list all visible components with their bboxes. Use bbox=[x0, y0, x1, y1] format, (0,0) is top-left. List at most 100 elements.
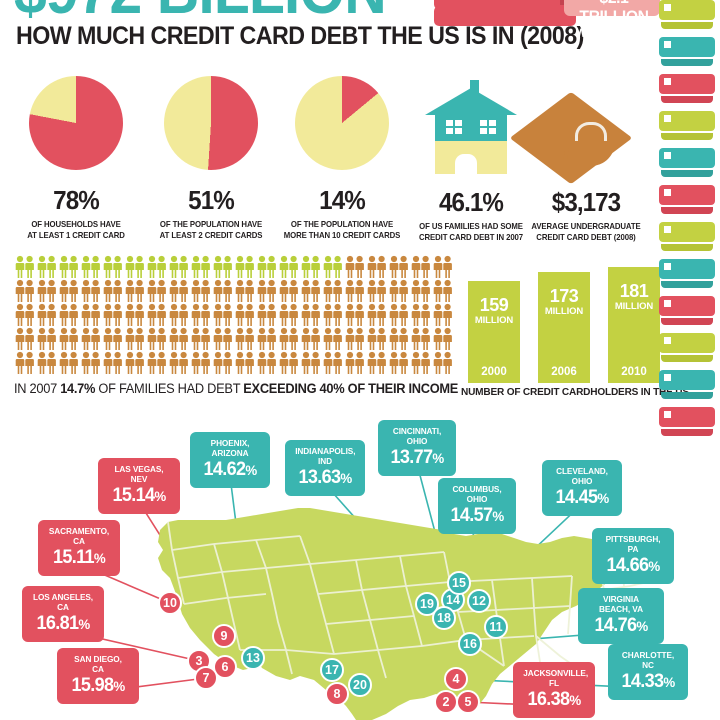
pictogram-person-pair bbox=[14, 279, 36, 303]
stat-undergrad-debt: $3,173 AVERAGE UNDERGRADUATE CREDIT CARD… bbox=[509, 72, 652, 243]
bar-value: 159 bbox=[479, 295, 509, 315]
map-pin-20[interactable]: 20 bbox=[348, 673, 372, 697]
map-pin-7[interactable]: 7 bbox=[194, 666, 218, 690]
credit-card-icon bbox=[659, 296, 715, 325]
map-label-6[interactable]: PITTSBURGH, PA 14.66% bbox=[592, 528, 674, 584]
pictogram-person-pair bbox=[14, 327, 36, 351]
map-label-2[interactable]: INDIANAPOLIS, IND 13.63% bbox=[285, 440, 365, 496]
stat-population-10-cards: 14% OF THE POPULATION HAVE MORE THAN 10 … bbox=[276, 72, 408, 241]
card-chip-icon bbox=[664, 115, 671, 122]
map-label-3[interactable]: CINCINNATI, OHIO 13.77% bbox=[378, 420, 456, 476]
pictogram-person-pair bbox=[102, 279, 124, 303]
map-label-1[interactable]: PHOENIX, ARIZONA 14.62% bbox=[190, 432, 270, 488]
bar-unit: MILLION bbox=[544, 306, 584, 317]
pictogram-person-pair bbox=[80, 351, 102, 375]
map-label-city: CLEVELAND, OHIO bbox=[556, 466, 608, 486]
stat-population-2-cards: 51% OF THE POPULATION HAVE AT LEAST 2 CR… bbox=[145, 72, 277, 241]
map-label-city: VIRGINIA BEACH, VA bbox=[599, 594, 643, 614]
stat-caption: OF HOUSEHOLDS HAVE AT LEAST 1 CREDIT CAR… bbox=[13, 219, 138, 241]
pictogram-person-pair bbox=[190, 303, 212, 327]
map-label-11[interactable]: LOS ANGELES, CA 16.81% bbox=[22, 586, 104, 642]
map-pin-9[interactable]: 9 bbox=[212, 624, 236, 648]
pictogram-person-pair bbox=[168, 351, 190, 375]
pictogram-person-pair bbox=[322, 255, 344, 279]
map-label-5[interactable]: CLEVELAND, OHIO 14.45% bbox=[542, 460, 622, 516]
pictogram-person-pair bbox=[344, 255, 366, 279]
map-pin-11[interactable]: 11 bbox=[484, 615, 508, 639]
map-label-7[interactable]: VIRGINIA BEACH, VA 14.76% bbox=[578, 588, 664, 644]
map-pin-2[interactable]: 2 bbox=[434, 690, 458, 714]
map-label-12[interactable]: SAN DIEGO, CA 15.98% bbox=[57, 648, 139, 704]
pictogram-row bbox=[14, 351, 454, 375]
pictogram-person-pair bbox=[410, 255, 432, 279]
pictogram-person-pair bbox=[410, 351, 432, 375]
pictogram-person-pair bbox=[432, 303, 454, 327]
map-pin-4[interactable]: 4 bbox=[444, 667, 468, 691]
pictogram-person-pair bbox=[124, 327, 146, 351]
pictogram-person-pair bbox=[168, 327, 190, 351]
map-pin-10[interactable]: 10 bbox=[158, 591, 182, 615]
pictogram-person-pair bbox=[388, 255, 410, 279]
pictogram-person-pair bbox=[102, 303, 124, 327]
bar-value: 173 bbox=[549, 286, 579, 306]
credit-card-icon bbox=[659, 185, 715, 214]
pictogram-person-pair bbox=[344, 327, 366, 351]
pictogram-person-pair bbox=[388, 351, 410, 375]
pictogram-person-pair bbox=[300, 279, 322, 303]
pictogram-person-pair bbox=[80, 327, 102, 351]
map-pin-15[interactable]: 15 bbox=[447, 571, 471, 595]
stat-caption-line1: OF THE POPULATION HAVE bbox=[159, 220, 263, 229]
pictogram-person-pair bbox=[168, 279, 190, 303]
pictogram-person-pair bbox=[300, 351, 322, 375]
pictogram-person-pair bbox=[190, 279, 212, 303]
map-pin-12[interactable]: 12 bbox=[467, 589, 491, 613]
map-pin-8[interactable]: 8 bbox=[325, 682, 349, 706]
stat-value: 51% bbox=[188, 185, 235, 215]
map-pin-18[interactable]: 18 bbox=[432, 606, 456, 630]
pictogram-person-pair bbox=[212, 255, 234, 279]
map-pin-17[interactable]: 17 bbox=[320, 658, 344, 682]
map-label-city: PHOENIX, ARIZONA bbox=[210, 438, 250, 458]
page-headline: $972 BILLION bbox=[14, 0, 387, 28]
families-pictogram bbox=[14, 255, 454, 375]
pictogram-person-pair bbox=[300, 255, 322, 279]
map-label-0[interactable]: LAS VEGAS, NEV 15.14% bbox=[98, 458, 180, 514]
map-pin-16[interactable]: 16 bbox=[458, 632, 482, 656]
pictogram-person-pair bbox=[58, 255, 80, 279]
pictogram-person-pair bbox=[80, 303, 102, 327]
pictogram-person-pair bbox=[234, 255, 256, 279]
stat-caption: AVERAGE UNDERGRADUATE CREDIT CARD DEBT (… bbox=[523, 221, 648, 243]
pictogram-row bbox=[14, 327, 454, 351]
map-label-9[interactable]: JACKSONVILLE, FL 16.38% bbox=[513, 662, 595, 718]
map-label-10[interactable]: SACRAMENTO, CA 15.11% bbox=[38, 520, 120, 576]
card-chip-icon bbox=[664, 4, 671, 11]
pictogram-person-pair bbox=[366, 303, 388, 327]
pictogram-person-pair bbox=[212, 279, 234, 303]
map-label-city: SACRAMENTO, CA bbox=[48, 526, 110, 546]
us-landmass bbox=[158, 508, 648, 720]
map-label-4[interactable]: COLUMBUS, OHIO 14.57% bbox=[438, 478, 516, 534]
stat-caption-line2: CREDIT CARD DEBT (2008) bbox=[536, 233, 636, 242]
map-pin-13[interactable]: 13 bbox=[241, 646, 265, 670]
map-label-value: 16.81% bbox=[36, 613, 90, 634]
bar-unit: MILLION bbox=[614, 301, 654, 312]
map-pin-5[interactable]: 5 bbox=[456, 690, 480, 714]
bar: 173 MILLION 2006 bbox=[538, 272, 590, 383]
pictogram-person-pair bbox=[300, 327, 322, 351]
map-label-8[interactable]: CHARLOTTE, NC 14.33% bbox=[608, 644, 688, 700]
credit-card-icon bbox=[659, 370, 715, 399]
pictogram-caption-mid: OF FAMILIES HAD DEBT bbox=[95, 381, 244, 396]
map-label-value: 14.33% bbox=[621, 671, 675, 692]
pictogram-person-pair bbox=[36, 351, 58, 375]
stat-caption-line1: OF HOUSEHOLDS HAVE bbox=[31, 220, 121, 229]
stat-caption-line1: OF US FAMILIES HAD SOME bbox=[419, 222, 523, 231]
pictogram-row bbox=[14, 255, 454, 279]
map-label-value: 16.38% bbox=[527, 689, 581, 710]
pictogram-person-pair bbox=[36, 327, 58, 351]
map-label-city: PITTSBURGH, PA bbox=[605, 534, 661, 554]
pictogram-person-pair bbox=[102, 327, 124, 351]
pictogram-person-pair bbox=[124, 279, 146, 303]
map-label-city: CINCINNATI, OHIO bbox=[392, 426, 442, 446]
credit-card-icon bbox=[659, 0, 715, 29]
map-label-city: JACKSONVILLE, FL bbox=[523, 668, 589, 688]
